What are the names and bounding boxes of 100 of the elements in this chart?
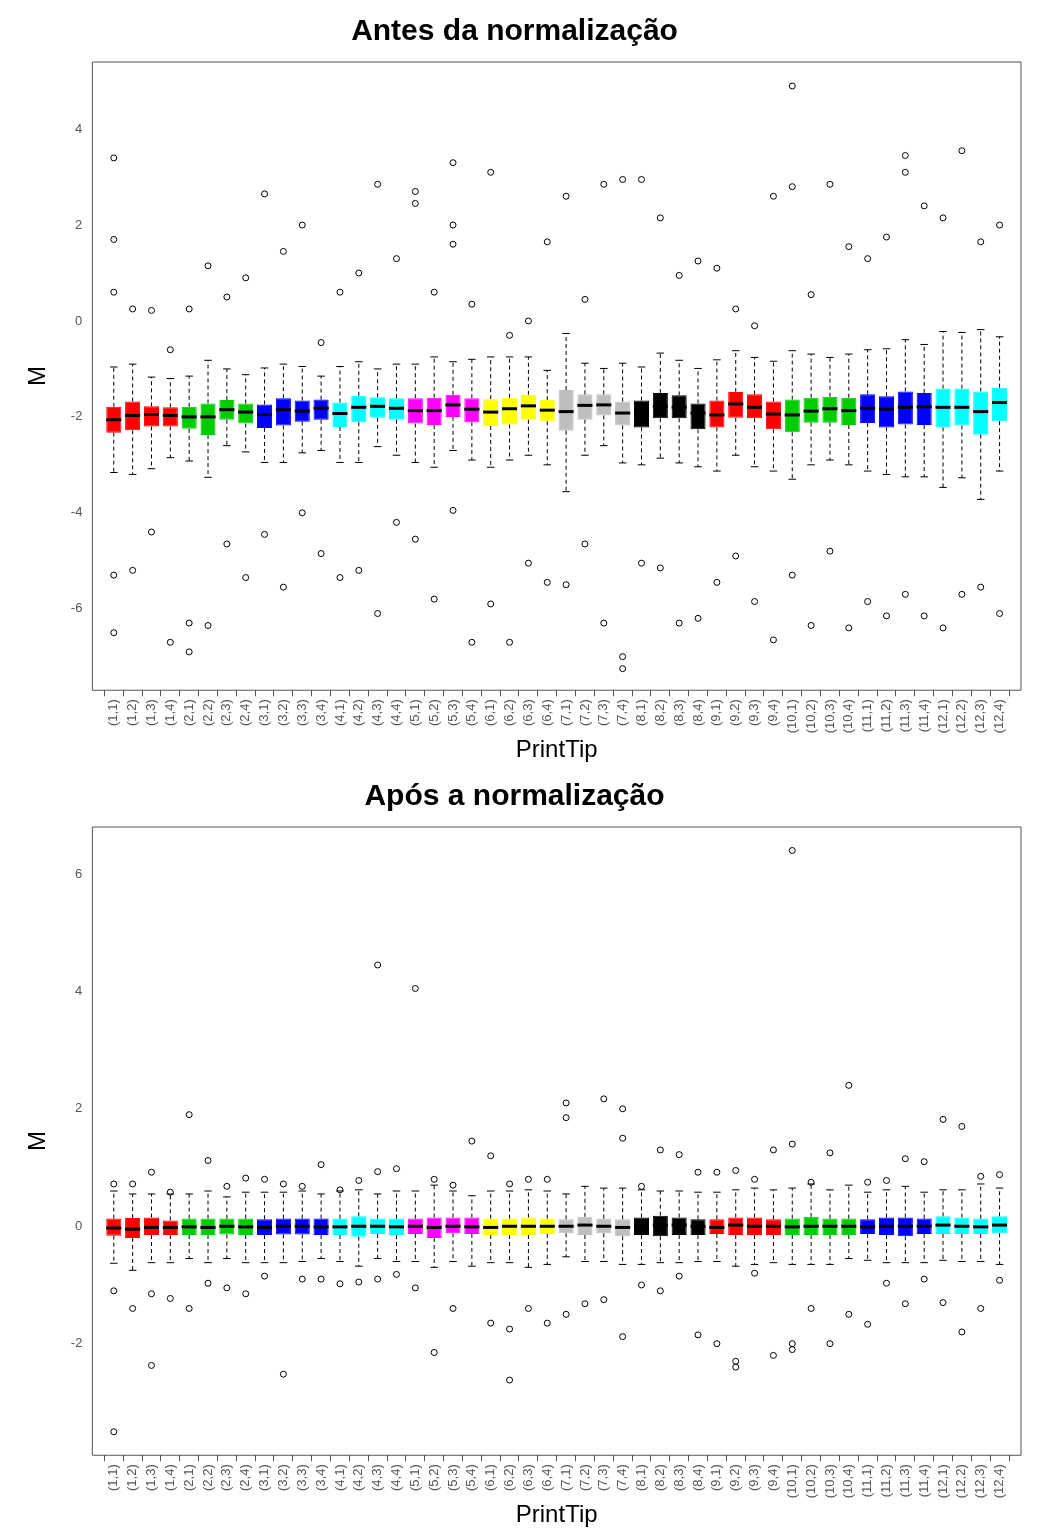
x-tick-label: (3,4) — [312, 1464, 328, 1491]
x-tick-label: (4,3) — [369, 699, 385, 726]
x-tick-label: (5,1) — [406, 699, 422, 726]
x-tick-label: (10,1) — [783, 699, 799, 734]
y-tick-label: -6 — [70, 600, 83, 616]
x-tick-label: (10,2) — [802, 699, 818, 734]
x-tick-label: (11,4) — [915, 699, 931, 733]
x-tick-label: (4,2) — [350, 699, 366, 726]
x-tick-label: (7,2) — [576, 699, 592, 726]
x-tick-label: (7,4) — [614, 699, 630, 726]
x-tick-label: (9,1) — [708, 699, 724, 726]
x-tick-label: (10,2) — [802, 1464, 818, 1499]
x-tick-label: (5,3) — [444, 1464, 460, 1491]
x-tick-label: (12,2) — [953, 1464, 969, 1499]
x-tick-label: (7,1) — [557, 1464, 573, 1491]
x-tick-label: (6,3) — [519, 699, 535, 726]
x-tick-label: (7,3) — [595, 1464, 611, 1491]
x-tick-label: (12,2) — [953, 699, 969, 734]
x-tick-label: (2,4) — [237, 1464, 253, 1491]
x-tick-label: (1,1) — [105, 699, 121, 726]
x-tick-label: (10,4) — [840, 699, 856, 734]
x-tick-label: (3,3) — [293, 1464, 309, 1491]
x-tick-label: (5,3) — [444, 699, 460, 726]
x-tick-label: (6,2) — [501, 1464, 517, 1491]
y-axis-title: M — [23, 366, 51, 387]
x-tick-label: (2,1) — [180, 1464, 196, 1491]
x-tick-label: (5,2) — [425, 699, 441, 726]
x-tick-label: (10,4) — [840, 1464, 856, 1499]
y-tick-label: 4 — [75, 120, 83, 136]
x-tick-label: (11,2) — [878, 699, 894, 733]
x-tick-label: (8,3) — [670, 1464, 686, 1491]
x-tick-label: (5,4) — [463, 1464, 479, 1491]
x-tick-label: (1,2) — [124, 699, 140, 726]
x-tick-label: (12,3) — [972, 699, 988, 734]
x-tick-label: (6,1) — [482, 1464, 498, 1491]
x-tick-label: (9,3) — [746, 699, 762, 726]
x-tick-label: (7,1) — [557, 699, 573, 726]
x-tick-label: (1,4) — [161, 699, 177, 726]
y-axis-title: M — [23, 1131, 51, 1152]
x-tick-label: (12,1) — [934, 699, 950, 734]
x-tick-label: (10,1) — [783, 1464, 799, 1499]
x-tick-label: (2,2) — [199, 1464, 215, 1491]
x-tick-label: (3,1) — [256, 1464, 272, 1491]
x-tick-label: (7,4) — [614, 1464, 630, 1491]
y-tick-label: 2 — [75, 1100, 83, 1116]
x-tick-label: (8,4) — [689, 1464, 705, 1491]
x-axis-title: PrintTip — [515, 1500, 598, 1528]
x-tick-label: (1,4) — [161, 1464, 177, 1491]
x-tick-label: (3,2) — [274, 699, 290, 726]
x-tick-label: (2,3) — [218, 699, 234, 726]
x-tick-label: (1,1) — [105, 1464, 121, 1491]
x-tick-label: (1,3) — [143, 699, 159, 726]
x-tick-label: (8,2) — [651, 1464, 667, 1491]
x-tick-label: (3,1) — [256, 699, 272, 726]
x-tick-label: (1,3) — [143, 1464, 159, 1491]
x-tick-label: (9,2) — [727, 699, 743, 726]
x-tick-label: (11,1) — [859, 1464, 875, 1498]
x-tick-label: (11,3) — [896, 699, 912, 733]
x-tick-label: (2,2) — [199, 699, 215, 726]
x-tick-label: (12,4) — [991, 699, 1007, 734]
x-tick-label: (11,3) — [896, 1464, 912, 1498]
x-tick-label: (12,1) — [934, 1464, 950, 1499]
chart-title: Após a normalização — [364, 778, 665, 812]
x-tick-label: (5,4) — [463, 699, 479, 726]
x-tick-label: (4,2) — [350, 1464, 366, 1491]
x-tick-label: (6,2) — [501, 699, 517, 726]
x-tick-label: (1,2) — [124, 1464, 140, 1491]
x-tick-label: (8,1) — [633, 1464, 649, 1491]
x-tick-label: (8,1) — [633, 699, 649, 726]
x-tick-label: (4,4) — [388, 1464, 404, 1491]
y-tick-label: 2 — [75, 216, 83, 232]
x-tick-label: (5,1) — [406, 1464, 422, 1491]
y-tick-label: 4 — [75, 982, 83, 998]
x-tick-label: (4,1) — [331, 699, 347, 726]
y-tick-label: 6 — [75, 865, 83, 881]
x-tick-label: (7,2) — [576, 1464, 592, 1491]
x-tick-label: (10,3) — [821, 1464, 837, 1499]
x-tick-label: (4,1) — [331, 1464, 347, 1491]
x-tick-label: (6,4) — [538, 699, 554, 726]
x-tick-label: (9,1) — [708, 1464, 724, 1491]
x-tick-label: (12,4) — [991, 1464, 1007, 1499]
x-tick-label: (3,4) — [312, 699, 328, 726]
x-tick-label: (8,4) — [689, 699, 705, 726]
x-tick-label: (11,4) — [915, 1464, 931, 1498]
x-tick-label: (2,1) — [180, 699, 196, 726]
x-axis-title: PrintTip — [515, 735, 598, 763]
x-tick-label: (9,3) — [746, 1464, 762, 1491]
x-tick-label: (4,3) — [369, 1464, 385, 1491]
x-tick-label: (8,2) — [651, 699, 667, 726]
x-tick-label: (12,3) — [972, 1464, 988, 1499]
y-tick-label: -4 — [70, 504, 83, 520]
y-tick-label: 0 — [75, 1217, 83, 1233]
x-tick-label: (6,3) — [519, 1464, 535, 1491]
x-tick-label: (4,4) — [388, 699, 404, 726]
x-tick-label: (6,1) — [482, 699, 498, 726]
y-tick-label: -2 — [70, 408, 83, 424]
x-tick-label: (9,2) — [727, 1464, 743, 1491]
x-tick-label: (6,4) — [538, 1464, 554, 1491]
y-tick-label: -2 — [70, 1335, 83, 1351]
x-tick-label: (9,4) — [764, 699, 780, 726]
